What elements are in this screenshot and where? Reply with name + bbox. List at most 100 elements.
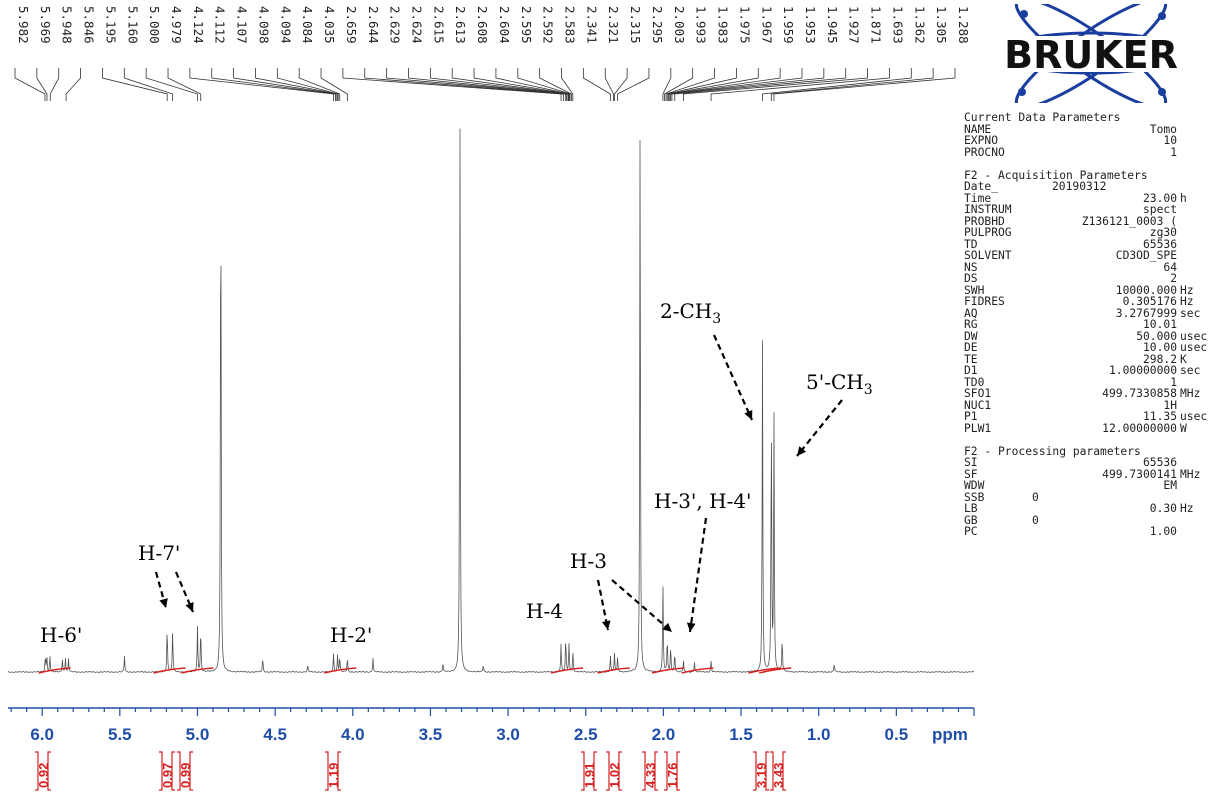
spectrum-trace (8, 128, 975, 674)
peak-annotation: H-3', H-4' (654, 489, 752, 513)
peak-label: 2.659 (344, 6, 359, 44)
x-tick-label: 2.5 (574, 725, 598, 744)
param-key: DE (964, 341, 978, 354)
param-key: DS (964, 272, 978, 285)
param-value: Z136121_0003 ( (1081, 214, 1177, 228)
param-row: LB 0.30 Hz (964, 503, 1219, 515)
param-key: SF (964, 467, 978, 481)
param-row: SOLVENT CD3OD_SPE (964, 250, 1219, 262)
param-value: 0.30 (1149, 502, 1177, 515)
integral-value: 3.19 (754, 763, 769, 788)
peak-label: 5.948 (60, 6, 75, 44)
arrow-head (601, 620, 611, 630)
param-key: NUC1 (964, 398, 992, 412)
param-row: TE 298.2 K (964, 352, 1219, 366)
param-row: PLW1 12.00000000 W (964, 422, 1219, 435)
param-value: 65536 (1142, 237, 1177, 251)
param-value: 499.7330858 (1102, 387, 1177, 400)
peak-label: 1.959 (781, 6, 796, 44)
param-row: INSTRUM spect (964, 204, 1219, 216)
param-row: NUC1 1H (964, 398, 1219, 412)
integral-curve (550, 667, 584, 674)
leader-line (710, 68, 890, 101)
leader-line (14, 68, 46, 101)
param-row: RG 10.01 (964, 319, 1219, 331)
peak-annotation: H-3 (570, 549, 607, 573)
leader-line (255, 68, 338, 101)
peak-label: 2.644 (366, 6, 381, 44)
param-unit: MHz (1180, 387, 1201, 400)
param-key: PC (964, 525, 978, 538)
param-key: INSTRUM (964, 203, 1012, 216)
integral-value: 0.97 (160, 763, 175, 788)
integral-bracket (770, 751, 774, 791)
param-value: 64 (1163, 260, 1177, 274)
x-tick-label: 4.5 (263, 725, 287, 744)
annotation-arrow (611, 579, 673, 633)
integral-curve (38, 667, 71, 674)
param-value: 1.00 (1149, 525, 1177, 538)
param-unit: Hz (1180, 295, 1194, 308)
param-key: NAME (964, 122, 992, 136)
leader-line (662, 68, 672, 101)
param-key: SI (964, 456, 978, 469)
leader-line (582, 68, 611, 101)
leader-line (539, 68, 572, 101)
param-row: SWH 10000.000 Hz (964, 284, 1219, 297)
annotation-arrow (712, 334, 754, 421)
peak-label: 2.613 (453, 6, 468, 44)
leader-line (451, 68, 569, 101)
leader-line (665, 68, 715, 101)
param-value: EM (1163, 479, 1177, 492)
leader-line (517, 68, 572, 101)
peak-label: 1.953 (803, 6, 818, 44)
peak-leader-lines (14, 68, 956, 101)
leader-line (36, 68, 48, 101)
param-key: FIDRES (964, 295, 1005, 308)
param-row: NS 64 (964, 260, 1219, 274)
x-tick-label: 0.5 (885, 725, 909, 744)
integral-bracket (618, 751, 622, 791)
integral-bracket (664, 751, 668, 791)
peak-label: 5.846 (82, 6, 97, 44)
integral-curve (153, 667, 186, 674)
peak-label: 4.098 (256, 6, 271, 44)
param-value: 1H (1163, 398, 1177, 412)
peak-label: 4.107 (235, 6, 250, 44)
leader-line (762, 68, 912, 101)
integral-value: 1.76 (665, 763, 680, 788)
param-row: SF 499.7300141 MHz (964, 467, 1219, 481)
param-key: PULPROG (964, 226, 1012, 239)
peak-label: 4.035 (322, 6, 337, 44)
peak-annotation: H-6' (40, 623, 82, 647)
param-row: SI 65536 (964, 457, 1219, 469)
integral-bracket (782, 751, 786, 791)
param-key: TE (964, 352, 978, 366)
param-key: NS (964, 260, 978, 274)
param-row: FIDRES 0.305176 Hz (964, 296, 1219, 308)
integral-value: 3.43 (771, 763, 786, 788)
integral-curve (748, 667, 781, 674)
leader-line (211, 68, 336, 101)
peak-label: 1.871 (869, 6, 884, 44)
param-row: PC 1.00 (964, 526, 1219, 538)
param-value: Tomo (1149, 122, 1177, 136)
param-key: AQ (964, 306, 978, 320)
x-tick-label: 1.0 (807, 725, 831, 744)
peak-label: 1.983 (716, 6, 731, 44)
param-value: 65536 (1142, 456, 1177, 469)
leader-line (233, 68, 337, 101)
integral-bracket (47, 751, 51, 791)
peak-label: 1.927 (847, 6, 862, 44)
param-value: 1 (1170, 375, 1177, 389)
param-row: TD0 1 (964, 375, 1219, 389)
peak-label: 2.615 (431, 6, 446, 44)
integral-curves (38, 667, 792, 674)
param-key: LB (964, 502, 978, 515)
peak-label: 5.000 (147, 6, 162, 44)
param-value: 10 (1163, 134, 1177, 147)
param-value: 10.01 (1142, 318, 1177, 331)
param-row: DS 2 (964, 273, 1219, 285)
leader-line (773, 68, 956, 101)
peak-label: 4.112 (213, 6, 228, 44)
